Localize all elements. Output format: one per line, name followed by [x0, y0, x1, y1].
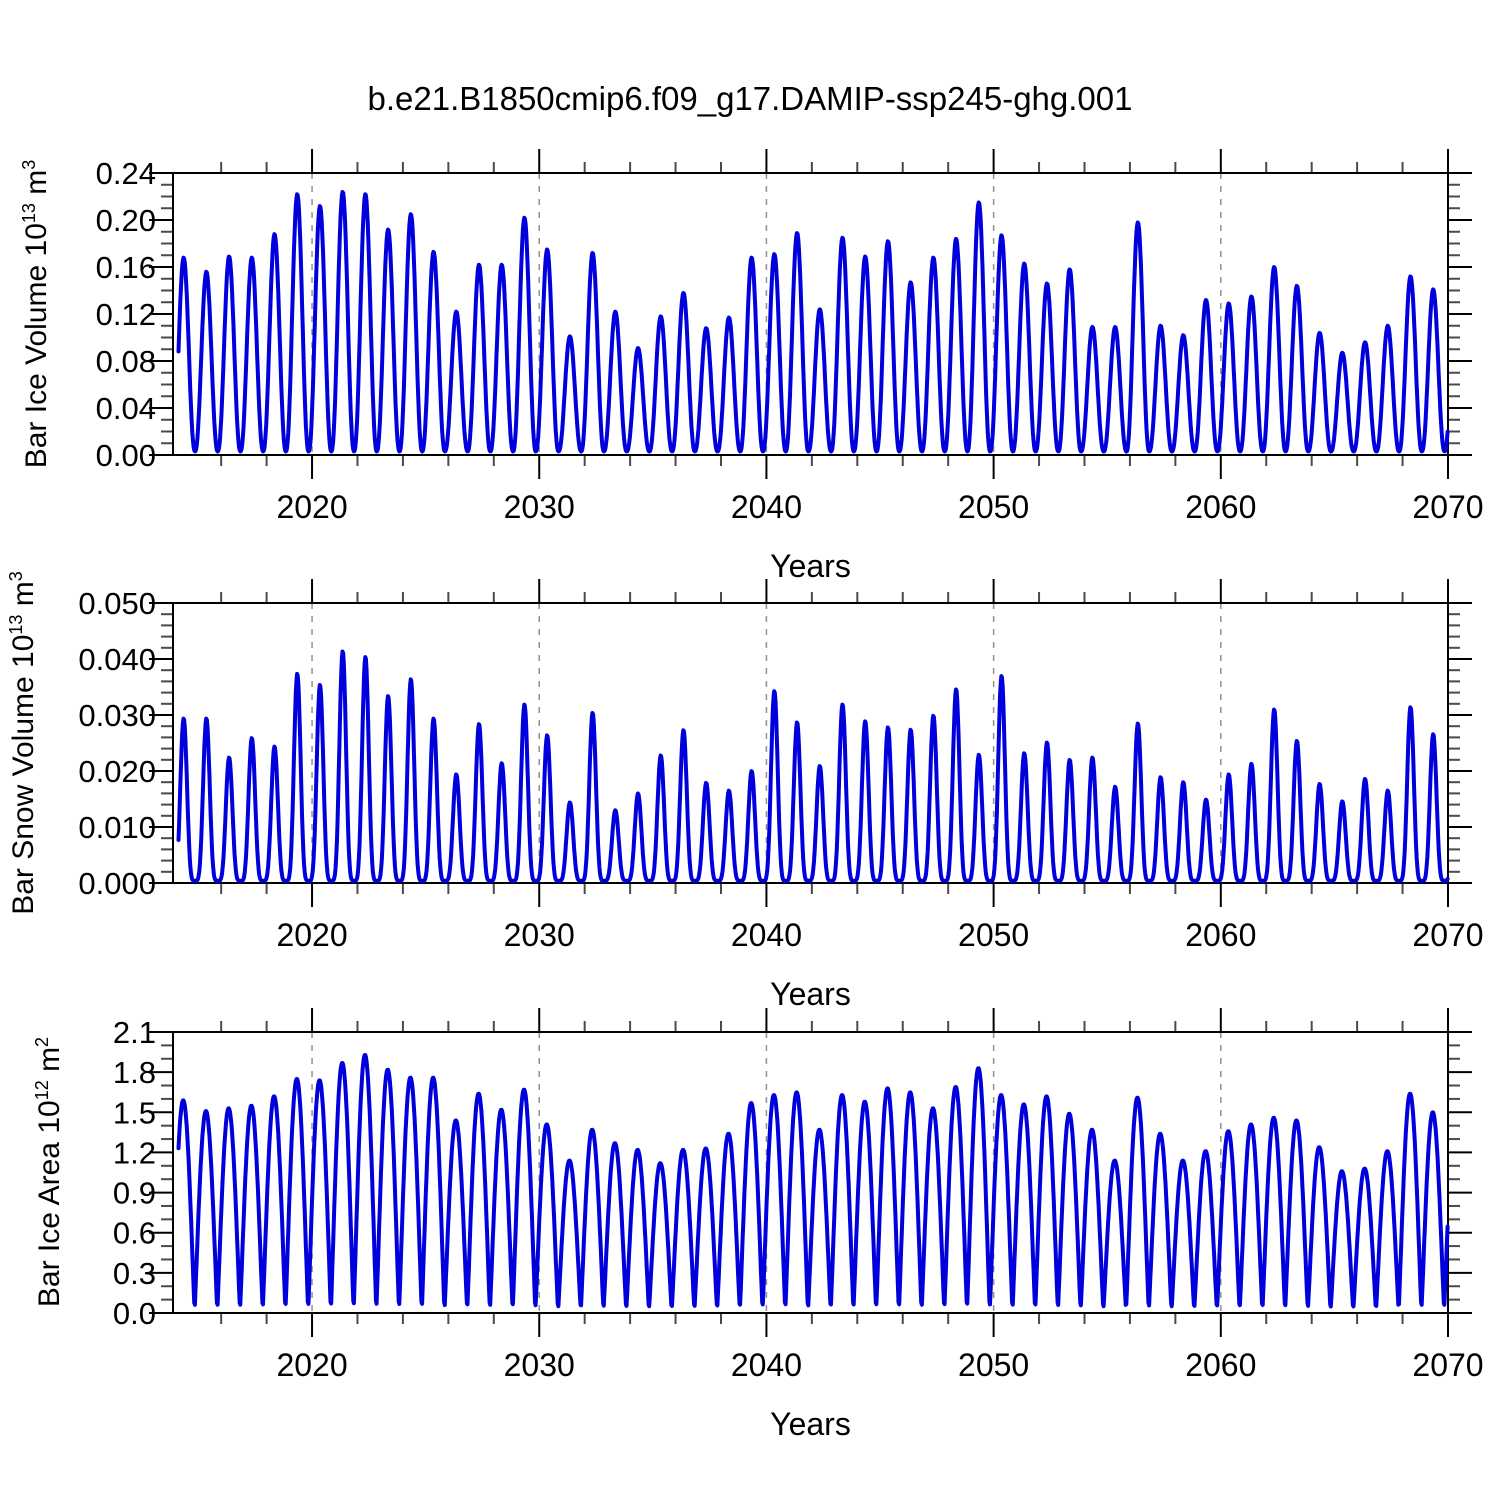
x-axis-title: Years: [770, 548, 851, 584]
axis-box: [172, 602, 1449, 884]
x-tick-label: 2040: [731, 489, 802, 525]
y-tick-label: 0.050: [78, 586, 156, 621]
x-tick-label: 2060: [1185, 489, 1256, 525]
ice-area-panel: 0.0 0.3 0.6 0.9 1.2 1.5 1.8 2.1 2020 2030 2040 2050…: [113, 1008, 1484, 1442]
x-tick-label: 2050: [958, 489, 1029, 525]
y-tick-label: 0.04: [96, 391, 156, 426]
x-tick-label: 2030: [504, 1347, 575, 1383]
x-tick-label: 2070: [1412, 489, 1483, 525]
y-tick-label: 1.8: [113, 1055, 156, 1090]
y-tick-label: 0.00: [96, 438, 156, 473]
x-axis-title: Years: [770, 976, 851, 1012]
x-tick-label: 2020: [276, 917, 347, 953]
y-tick-label: 0.9: [113, 1176, 156, 1211]
x-tick-label: 2050: [958, 1347, 1029, 1383]
x-tick-label: 2030: [504, 917, 575, 953]
y-tick-label: 0.6: [113, 1216, 156, 1251]
y-tick-label: 1.2: [113, 1135, 156, 1170]
x-tick-label: 2040: [731, 1347, 802, 1383]
x-tick-label: 2030: [504, 489, 575, 525]
y-tick-label: 0.12: [96, 297, 156, 332]
y-tick-label: 0.030: [78, 698, 156, 733]
y-tick-label: 0.020: [78, 754, 156, 789]
y-tick-label: 0.20: [96, 203, 156, 238]
y-tick-label: 2.1: [113, 1015, 156, 1050]
x-axis-title: Years: [770, 1406, 851, 1442]
ice-area-curve: [176, 1053, 1450, 1309]
x-tick-label: 2050: [958, 917, 1029, 953]
y-tick-label: 0.3: [113, 1256, 156, 1291]
ice-volume-curve: [176, 190, 1450, 454]
y-tick-label: 0.000: [78, 866, 156, 901]
y-tick-label: 0.08: [96, 344, 156, 379]
snow-volume-panel: 0.000 0.010 0.020 0.030 0.040 0.050 2020 2030 20…: [78, 579, 1484, 1012]
y-tick-label: 0.16: [96, 250, 156, 285]
x-tick-label: 2060: [1185, 917, 1256, 953]
axis-box: [172, 1031, 1449, 1314]
x-tick-label: 2070: [1412, 1347, 1483, 1383]
x-tick-label: 2060: [1185, 1347, 1256, 1383]
y-tick-label: 1.5: [113, 1095, 156, 1130]
axis-box: [172, 172, 1449, 456]
y-tick-label: 0.040: [78, 642, 156, 677]
y-tick-label: 0.24: [96, 156, 156, 191]
y-tick-label: 0.010: [78, 810, 156, 845]
x-tick-label: 2040: [731, 917, 802, 953]
x-tick-label: 2020: [276, 1347, 347, 1383]
ice-volume-panel: 0.00 0.04 0.08 0.12 0.16 0.20 0.24 2020 2030 2040…: [96, 149, 1484, 584]
x-tick-label: 2070: [1412, 917, 1483, 953]
snow-volume-curve: [176, 649, 1450, 883]
figure-title: b.e21.B1850cmip6.f09_g17.DAMIP-ssp245-gh…: [367, 80, 1133, 117]
x-tick-label: 2020: [276, 489, 347, 525]
y-tick-label: 0.0: [113, 1296, 156, 1331]
